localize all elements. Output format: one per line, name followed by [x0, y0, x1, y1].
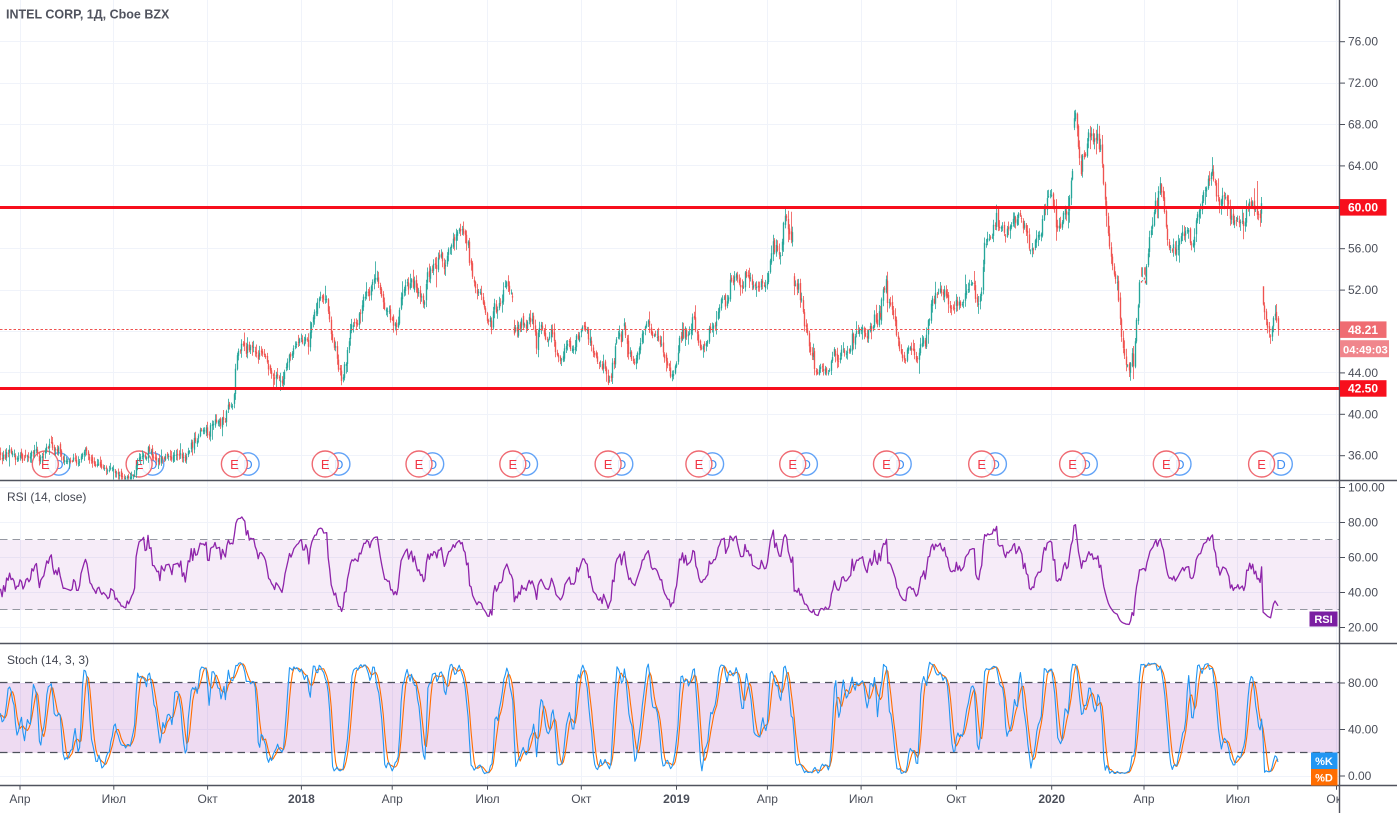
svg-text:52.00: 52.00 [1348, 283, 1378, 297]
svg-text:E: E [1068, 457, 1077, 472]
svg-text:Апр: Апр [1133, 792, 1155, 806]
svg-text:Окт: Окт [1326, 792, 1347, 806]
svg-text:60.00: 60.00 [1348, 201, 1378, 215]
svg-text:E: E [604, 457, 613, 472]
svg-text:Окт: Окт [197, 792, 218, 806]
svg-text:72.00: 72.00 [1348, 76, 1378, 90]
svg-text:D: D [1276, 457, 1285, 472]
svg-text:E: E [882, 457, 891, 472]
svg-text:E: E [230, 457, 239, 472]
svg-text:56.00: 56.00 [1348, 242, 1378, 256]
svg-text:%D: %D [1315, 773, 1333, 785]
svg-text:40.00: 40.00 [1348, 586, 1378, 600]
svg-text:E: E [135, 457, 144, 472]
svg-text:E: E [415, 457, 424, 472]
svg-text:42.50: 42.50 [1348, 382, 1378, 396]
svg-text:Июл: Июл [849, 792, 873, 806]
svg-text:Апр: Апр [382, 792, 404, 806]
svg-text:E: E [41, 457, 50, 472]
svg-text:Июл: Июл [475, 792, 499, 806]
svg-text:E: E [788, 457, 797, 472]
svg-text:2018: 2018 [288, 792, 315, 806]
svg-text:36.00: 36.00 [1348, 449, 1378, 463]
svg-text:INTEL CORP, 1Д, Cboe BZX: INTEL CORP, 1Д, Cboe BZX [6, 8, 170, 22]
svg-text:80.00: 80.00 [1348, 676, 1378, 690]
svg-text:E: E [1257, 457, 1266, 472]
svg-text:20.00: 20.00 [1348, 621, 1378, 635]
svg-text:RSI (14, close): RSI (14, close) [7, 490, 86, 504]
svg-text:Окт: Окт [571, 792, 592, 806]
svg-text:Июл: Июл [102, 792, 126, 806]
svg-text:40.00: 40.00 [1348, 407, 1378, 421]
svg-text:04:49:03: 04:49:03 [1343, 344, 1388, 356]
svg-text:2020: 2020 [1038, 792, 1065, 806]
svg-text:100.00: 100.00 [1348, 481, 1385, 495]
svg-text:76.00: 76.00 [1348, 35, 1378, 49]
svg-text:Июл: Июл [1226, 792, 1250, 806]
svg-text:68.00: 68.00 [1348, 118, 1378, 132]
svg-text:48.21: 48.21 [1348, 323, 1378, 337]
svg-text:Апр: Апр [9, 792, 31, 806]
svg-text:Окт: Окт [946, 792, 967, 806]
svg-text:RSI: RSI [1314, 614, 1332, 626]
svg-text:60.00: 60.00 [1348, 551, 1378, 565]
svg-text:80.00: 80.00 [1348, 516, 1378, 530]
svg-text:0.00: 0.00 [1348, 769, 1372, 783]
svg-text:64.00: 64.00 [1348, 159, 1378, 173]
svg-text:%K: %K [1315, 756, 1333, 768]
svg-text:44.00: 44.00 [1348, 366, 1378, 380]
svg-text:E: E [695, 457, 704, 472]
svg-text:Stoch (14, 3, 3): Stoch (14, 3, 3) [7, 653, 89, 667]
svg-text:Апр: Апр [757, 792, 779, 806]
svg-text:40.00: 40.00 [1348, 723, 1378, 737]
svg-text:E: E [508, 457, 517, 472]
svg-text:E: E [1162, 457, 1171, 472]
svg-text:E: E [321, 457, 330, 472]
svg-text:E: E [977, 457, 986, 472]
svg-text:2019: 2019 [663, 792, 690, 806]
